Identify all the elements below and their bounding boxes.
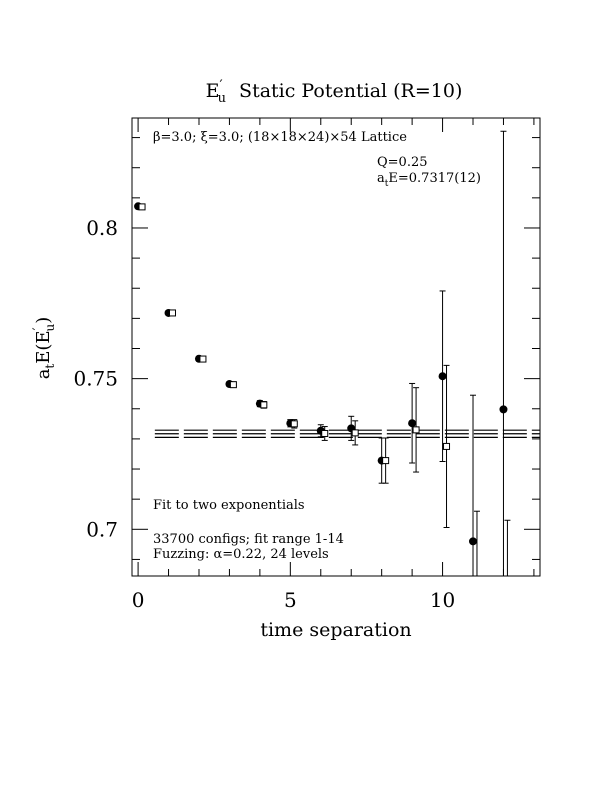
ylabel-sub2: u: [43, 323, 57, 331]
title-rest: Static Potential (R=10): [239, 80, 462, 102]
tick-labels: 0 5 10 0.7 0.75 0.8: [73, 216, 455, 612]
data-point-square: [351, 429, 359, 437]
data-point: [408, 419, 417, 428]
fit-band: [154, 429, 540, 438]
x-tick-label: 5: [284, 588, 297, 612]
data-point: [469, 537, 478, 546]
data-point-square: [290, 420, 298, 428]
data-point: [499, 405, 508, 414]
y-tick-label: 0.75: [73, 367, 118, 391]
fuzzing-annotation: Fuzzing: α=0.22, 24 levels: [153, 547, 329, 562]
title-main: E: [206, 80, 220, 102]
ylabel-main: a: [33, 368, 54, 379]
ylabel-prime: ′: [31, 327, 46, 330]
data-point-square: [443, 442, 451, 450]
configs-annotation: 33700 configs; fit range 1-14: [153, 532, 344, 547]
ylabel-sub1: t: [43, 364, 57, 369]
energy-annotation: atE=0.7317(12): [377, 171, 481, 189]
energy-main: a: [377, 171, 385, 186]
plot-frame: [131, 117, 541, 577]
chart-title: E′ u Static Potential (R=10): [206, 78, 463, 106]
lattice-annotation: β=3.0; ξ=3.0; (18×18×24)×54 Lattice: [153, 130, 407, 145]
y-axis-label: atE(E′u): [31, 317, 57, 380]
data-point: [438, 372, 447, 381]
q-annotation: Q=0.25: [377, 155, 428, 170]
ylabel-mid: E(E: [33, 330, 54, 363]
data-point-square: [168, 309, 176, 317]
data-point-square: [382, 457, 390, 465]
data-point-square: [229, 381, 237, 389]
fit-annotation: Fit to two exponentials: [153, 498, 305, 513]
x-axis-label: time separation: [260, 619, 411, 641]
x-tick-label: 0: [132, 588, 145, 612]
energy-sub: t: [385, 179, 389, 189]
energy-rest: E=0.7317(12): [388, 171, 481, 186]
title-prime: ′: [219, 78, 222, 94]
x-tick-label: 10: [430, 588, 455, 612]
axis-ticks: [132, 118, 540, 576]
title-subscript: u: [218, 91, 226, 106]
data-point-square: [138, 203, 146, 211]
data-point-square: [199, 355, 207, 363]
data-point-square: [321, 429, 329, 437]
data-point-square: [260, 401, 268, 409]
y-tick-label: 0.8: [86, 216, 118, 240]
y-tick-label: 0.7: [86, 517, 118, 541]
data-marks: [134, 130, 511, 576]
data-point-square: [412, 426, 420, 434]
ylabel-end: ): [33, 317, 54, 324]
